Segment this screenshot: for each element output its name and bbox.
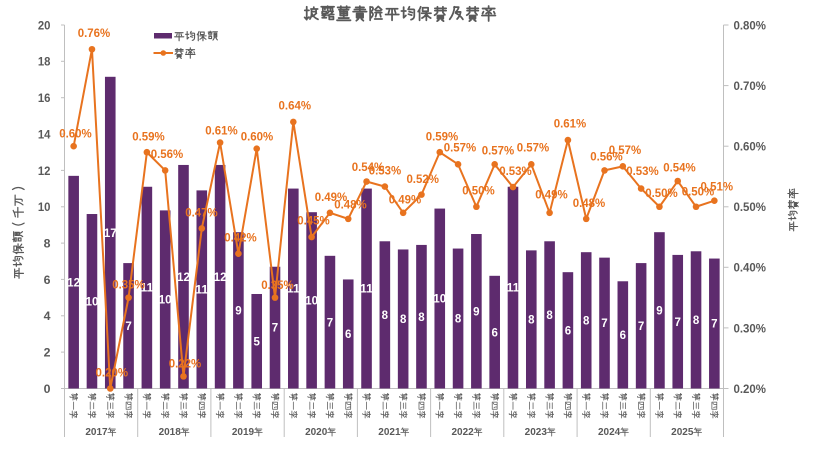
svg-text:8: 8 (400, 314, 407, 326)
svg-text:0.80%: 0.80% (734, 18, 767, 32)
svg-text:10: 10 (305, 295, 318, 307)
svg-text:7: 7 (601, 318, 607, 330)
svg-text:0.57%: 0.57% (517, 140, 550, 154)
svg-text:14: 14 (38, 127, 51, 141)
svg-text:8: 8 (418, 312, 425, 324)
svg-text:0.60%: 0.60% (241, 129, 274, 143)
svg-text:2018: 2018 (159, 427, 182, 438)
svg-text:11: 11 (287, 284, 301, 296)
svg-text:12: 12 (38, 164, 51, 178)
svg-text:10: 10 (38, 200, 51, 214)
svg-text:18: 18 (38, 55, 51, 69)
svg-text:0.22%: 0.22% (169, 356, 202, 370)
svg-text:6: 6 (620, 330, 626, 342)
svg-text:12: 12 (67, 277, 80, 289)
svg-text:6: 6 (491, 327, 497, 339)
svg-text:2025: 2025 (671, 427, 694, 438)
svg-text:0.61%: 0.61% (554, 116, 587, 130)
svg-text:0.50%: 0.50% (645, 186, 678, 200)
svg-text:8: 8 (546, 310, 553, 322)
svg-text:8: 8 (693, 315, 700, 327)
svg-text:12: 12 (214, 272, 227, 284)
svg-text:0.60%: 0.60% (59, 127, 92, 141)
svg-text:17: 17 (104, 228, 117, 240)
svg-text:2023: 2023 (525, 427, 548, 438)
svg-text:8: 8 (528, 315, 535, 327)
svg-text:10: 10 (85, 296, 98, 308)
svg-text:0.40%: 0.40% (734, 261, 767, 275)
svg-text:0.50%: 0.50% (462, 183, 495, 197)
svg-text:5: 5 (254, 336, 261, 348)
svg-text:0.76%: 0.76% (78, 26, 111, 40)
svg-text:7: 7 (711, 319, 717, 331)
svg-text:0.54%: 0.54% (352, 160, 385, 174)
svg-text:2: 2 (44, 346, 51, 360)
svg-text:6: 6 (565, 325, 571, 337)
svg-text:0.57%: 0.57% (609, 143, 642, 157)
svg-text:0.20%: 0.20% (734, 382, 767, 396)
svg-text:8: 8 (583, 315, 590, 327)
svg-text:7: 7 (638, 321, 644, 333)
svg-text:2021: 2021 (378, 427, 401, 438)
svg-text:0.64%: 0.64% (279, 98, 312, 112)
svg-text:0.53%: 0.53% (369, 164, 402, 178)
svg-text:2024: 2024 (598, 427, 621, 438)
svg-text:6: 6 (345, 329, 351, 341)
svg-text:7: 7 (272, 323, 278, 335)
svg-text:20: 20 (38, 18, 51, 32)
svg-text:0.60%: 0.60% (734, 140, 767, 154)
svg-text:0.54%: 0.54% (663, 161, 696, 175)
svg-text:10: 10 (433, 294, 446, 306)
svg-text:7: 7 (675, 317, 681, 329)
svg-text:12: 12 (177, 272, 190, 284)
svg-text:7: 7 (125, 321, 131, 333)
svg-text:8: 8 (382, 310, 389, 322)
svg-text:0.59%: 0.59% (132, 129, 165, 143)
svg-text:0.20%: 0.20% (96, 365, 129, 379)
svg-text:0.53%: 0.53% (626, 164, 659, 178)
svg-text:2022: 2022 (451, 427, 474, 438)
svg-text:2017: 2017 (85, 427, 108, 438)
svg-text:10: 10 (159, 295, 172, 307)
svg-text:9: 9 (473, 306, 479, 318)
svg-text:0.49%: 0.49% (315, 190, 348, 204)
svg-text:0.42%: 0.42% (224, 230, 257, 244)
svg-text:0.50%: 0.50% (682, 184, 715, 198)
svg-text:11: 11 (140, 283, 154, 295)
svg-text:2019: 2019 (232, 427, 255, 438)
svg-text:0.45%: 0.45% (297, 213, 330, 227)
svg-text:6: 6 (44, 273, 51, 287)
svg-text:0.49%: 0.49% (389, 192, 422, 206)
svg-text:0.53%: 0.53% (499, 164, 532, 178)
svg-text:8: 8 (455, 314, 462, 326)
svg-text:0.61%: 0.61% (205, 123, 238, 137)
svg-text:0.48%: 0.48% (334, 197, 367, 211)
svg-text:0.57%: 0.57% (482, 143, 515, 157)
svg-text:0.47%: 0.47% (185, 205, 218, 219)
svg-text:11: 11 (195, 285, 209, 297)
svg-text:2020: 2020 (305, 427, 328, 438)
svg-text:0.51%: 0.51% (701, 179, 734, 193)
svg-text:11: 11 (360, 284, 374, 296)
svg-text:16: 16 (38, 91, 51, 105)
svg-text:0.70%: 0.70% (734, 79, 767, 93)
svg-text:0.52%: 0.52% (406, 172, 439, 186)
svg-text:0.49%: 0.49% (535, 188, 568, 202)
svg-text:0.56%: 0.56% (151, 147, 184, 161)
svg-text:11: 11 (506, 283, 520, 295)
svg-text:0.59%: 0.59% (426, 129, 459, 143)
svg-text:0.56%: 0.56% (590, 149, 623, 163)
svg-text:0.35%: 0.35% (261, 278, 294, 292)
svg-text:9: 9 (656, 305, 662, 317)
svg-text:0: 0 (44, 382, 51, 396)
svg-text:0.57%: 0.57% (444, 140, 477, 154)
svg-text:0.48%: 0.48% (573, 196, 606, 210)
svg-text:0.50%: 0.50% (734, 200, 767, 214)
svg-text:7: 7 (327, 317, 333, 329)
svg-text:8: 8 (44, 237, 51, 251)
svg-text:4: 4 (44, 309, 51, 323)
svg-text:9: 9 (235, 305, 241, 317)
svg-text:0.35%: 0.35% (112, 277, 145, 291)
svg-text:0.30%: 0.30% (734, 321, 767, 335)
